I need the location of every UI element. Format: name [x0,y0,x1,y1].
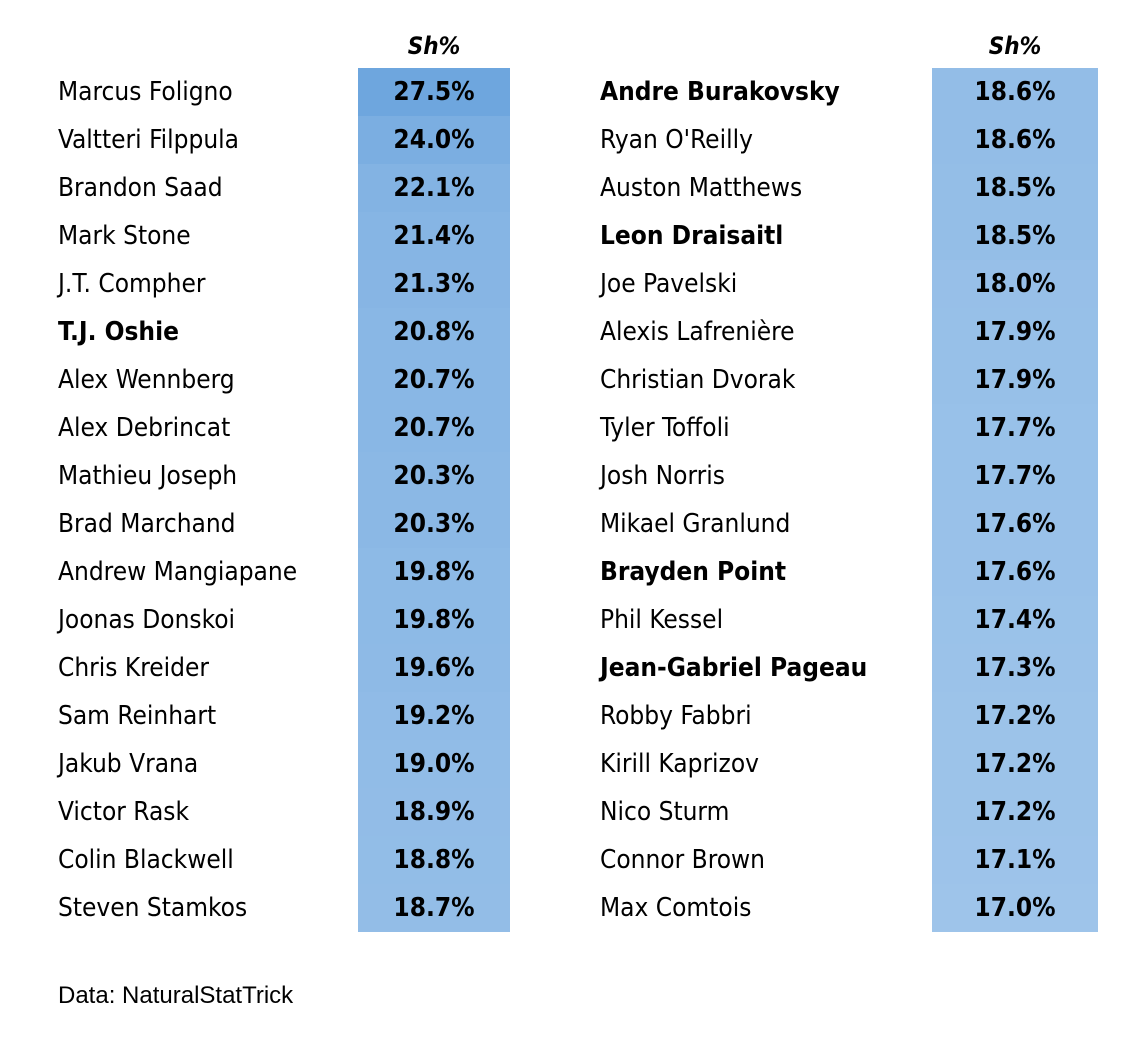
sh-pct-cell: 21.4% [358,212,510,260]
player-name: Ryan O'Reilly [600,125,753,155]
player-name: Sam Reinhart [58,701,217,731]
sh-pct-cell: 22.1% [358,164,510,212]
player-name: Alex Debrincat [58,413,231,443]
player-name: Max Comtois [600,893,752,923]
player-name: Nico Sturm [600,797,730,827]
sh-pct-cell: 19.8% [358,596,510,644]
sh-pct-cell: 17.0% [932,884,1098,932]
sh-pct-cell: 19.2% [358,692,510,740]
sh-pct-cell: 20.8% [358,308,510,356]
player-name: Valtteri Filppula [58,125,240,155]
player-name: Alex Wennberg [58,365,235,395]
sh-pct-cell: 17.7% [932,404,1098,452]
sh-pct-cell: 24.0% [358,116,510,164]
player-name: Marcus Foligno [58,77,233,107]
sh-pct-cell: 19.6% [358,644,510,692]
sh-pct-cell: 17.2% [932,692,1098,740]
player-name: Joe Pavelski [600,269,738,299]
player-name: Brayden Point [600,557,787,587]
player-name: Andre Burakovsky [600,77,840,107]
sh-pct-cell: 17.1% [932,836,1098,884]
sh-pct-cell: 21.3% [358,260,510,308]
player-name: Steven Stamkos [58,893,248,923]
sh-pct-cell: 17.9% [932,308,1098,356]
player-name: Brandon Saad [58,173,223,203]
player-name: Mark Stone [58,221,191,251]
player-name: Alexis Lafrenière [600,317,795,347]
sh-pct-cell: 20.3% [358,500,510,548]
player-name: Josh Norris [600,461,725,491]
sh-pct-cell: 17.6% [932,500,1098,548]
sh-pct-cell: 18.0% [932,260,1098,308]
sh-pct-cell: 18.7% [358,884,510,932]
sh-pct-cell: 17.2% [932,740,1098,788]
sh-pct-cell: 19.0% [358,740,510,788]
sh-pct-cell: 18.5% [932,212,1098,260]
player-name: Colin Blackwell [58,845,234,875]
sh-pct-header-right: Sh% [988,32,1042,60]
sh-pct-cell: 20.7% [358,356,510,404]
player-name: Connor Brown [600,845,766,875]
sh-pct-cell: 27.5% [358,68,510,116]
sh-pct-cell: 20.3% [358,452,510,500]
sh-pct-cell: 18.6% [932,68,1098,116]
sh-pct-cell: 18.5% [932,164,1098,212]
player-name: Kirill Kaprizov [600,749,759,779]
player-name: Chris Kreider [58,653,210,683]
sh-pct-cell: 17.6% [932,548,1098,596]
player-name: Victor Rask [58,797,190,827]
source-note: Data: NaturalStatTrick [58,982,294,1009]
sh-pct-cell: 17.2% [932,788,1098,836]
player-name: Joonas Donskoi [58,605,236,635]
player-name: Robby Fabbri [600,701,752,731]
sh-pct-cell: 18.8% [358,836,510,884]
sh-pct-cell: 19.8% [358,548,510,596]
player-name: Andrew Mangiapane [58,557,298,587]
player-name: Jean-Gabriel Pageau [600,653,868,683]
player-name: Tyler Toffoli [600,413,730,443]
sh-pct-cell: 18.9% [358,788,510,836]
player-name: T.J. Oshie [58,317,179,347]
sh-pct-cell: 20.7% [358,404,510,452]
player-name: Auston Matthews [600,173,803,203]
player-name: Christian Dvorak [600,365,796,395]
player-name: Phil Kessel [600,605,724,635]
sh-pct-header-left: Sh% [407,32,461,60]
player-name: Mikael Granlund [600,509,791,539]
sh-pct-cell: 17.3% [932,644,1098,692]
player-name: Mathieu Joseph [58,461,238,491]
sh-pct-cell: 17.9% [932,356,1098,404]
sh-pct-cell: 17.4% [932,596,1098,644]
player-name: Leon Draisaitl [600,221,784,251]
player-name: J.T. Compher [58,269,206,299]
sh-pct-cell: 17.7% [932,452,1098,500]
player-name: Jakub Vrana [58,749,199,779]
player-name: Brad Marchand [58,509,236,539]
sh-pct-cell: 18.6% [932,116,1098,164]
